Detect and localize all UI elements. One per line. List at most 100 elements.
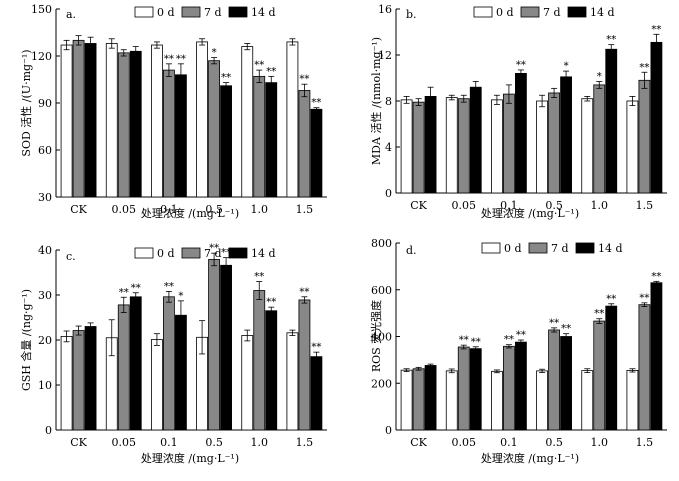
legend-swatch-0d — [481, 242, 501, 254]
y-axis-title: MDA 活性 /(nmol·mg⁻¹) — [369, 37, 383, 165]
bar-0d — [491, 99, 503, 194]
bar-7d — [208, 60, 220, 198]
bar-0d — [196, 41, 208, 198]
bar-0d — [626, 100, 639, 194]
y-tick-label: 30 — [38, 191, 52, 204]
y-axis-title: SOD 活性 /(U·mg⁻¹) — [19, 49, 33, 156]
significance-marker: ** — [561, 324, 571, 335]
significance-marker: ** — [254, 60, 264, 71]
x-tick-label: CK — [70, 203, 87, 216]
legend-swatch-7d — [528, 242, 548, 254]
bar-14d — [605, 305, 618, 431]
x-tick-label: 0.5 — [205, 436, 223, 449]
bar-14d — [515, 341, 527, 431]
bar-7d — [548, 329, 560, 431]
bar-0d — [60, 44, 73, 198]
bar-14d — [265, 82, 278, 198]
bar-0d — [626, 369, 639, 431]
bar-14d — [469, 86, 482, 194]
x-tick-label: CK — [70, 436, 87, 449]
x-tick-label: 0.5 — [205, 203, 223, 216]
legend-swatch-0d — [134, 6, 154, 18]
bar-0d — [445, 97, 458, 194]
bar-14d — [310, 108, 323, 198]
significance-marker: ** — [221, 248, 231, 259]
bar-14d — [220, 85, 232, 198]
significance-marker: ** — [516, 60, 526, 71]
significance-marker: ** — [651, 271, 661, 282]
x-tick-label: 1.0 — [591, 436, 609, 449]
significance-marker: ** — [504, 335, 514, 346]
bar-7d — [298, 299, 311, 431]
significance-marker: * — [597, 71, 602, 82]
x-tick-label: 0.1 — [160, 436, 178, 449]
bar-0d — [400, 369, 413, 431]
x-tick-label: CK — [410, 199, 427, 212]
significance-marker: ** — [221, 73, 231, 84]
bar-0d — [286, 41, 299, 198]
bar-14d — [175, 314, 187, 431]
bar-0d — [151, 44, 163, 198]
legend-label: 7 d — [204, 6, 222, 19]
x-tick-label: 1.5 — [636, 436, 654, 449]
bar-7d — [117, 52, 130, 198]
y-tick-label: 4 — [385, 141, 392, 154]
x-tick-label: 1.0 — [591, 199, 609, 212]
significance-marker: ** — [471, 337, 481, 348]
bar-7d — [117, 304, 130, 431]
legend-label: 7 d — [543, 6, 561, 19]
bar-0d — [491, 370, 503, 431]
significance-marker: ** — [459, 335, 469, 346]
bar-7d — [412, 368, 425, 431]
bar-7d — [298, 90, 311, 198]
y-tick-label: 8 — [385, 95, 392, 108]
bar-14d — [650, 282, 663, 431]
bar-14d — [469, 348, 482, 431]
legend: 0 d 7 d 14 d — [481, 242, 623, 255]
bar-14d — [129, 50, 142, 198]
bar-7d — [72, 39, 85, 198]
legend-label: 7 d — [551, 242, 569, 255]
y-tick-label: 120 — [31, 50, 52, 63]
legend-swatch-14d — [575, 242, 595, 254]
significance-marker: ** — [164, 281, 174, 292]
bar-7d — [503, 93, 515, 194]
bar-7d — [163, 296, 175, 431]
x-tick-label: 1.0 — [251, 203, 269, 216]
bar-7d — [638, 79, 651, 194]
legend: 0 d 7 d 14 d — [473, 6, 615, 19]
significance-marker: ** — [606, 35, 616, 46]
significance-marker: ** — [176, 54, 186, 65]
x-axis-title: 处理浓度 /(mg·L⁻¹) — [141, 206, 239, 220]
bar-14d — [515, 73, 527, 194]
bar-7d — [503, 345, 515, 431]
bar-7d — [72, 330, 85, 431]
significance-marker: ** — [164, 54, 174, 65]
x-tick-label: 0.1 — [160, 203, 178, 216]
bar-7d — [457, 98, 470, 194]
bar-0d — [445, 370, 458, 431]
x-tick-label: 1.0 — [251, 436, 269, 449]
bar-14d — [265, 310, 278, 431]
legend-label: 14 d — [598, 242, 623, 255]
significance-marker: ** — [131, 283, 141, 294]
significance-marker: * — [212, 48, 217, 59]
bar-0d — [536, 370, 548, 431]
x-tick-label: 0.05 — [112, 436, 137, 449]
bar-14d — [605, 48, 618, 194]
y-tick-label: 400 — [371, 331, 392, 344]
bar-7d — [253, 290, 266, 431]
bar-0d — [241, 46, 254, 198]
y-tick-label: 10 — [38, 379, 52, 392]
panel-label: d. — [406, 244, 417, 257]
legend-swatch-14d — [567, 6, 587, 18]
y-tick-label: 12 — [378, 49, 392, 62]
bar-7d — [548, 92, 560, 194]
y-tick-label: 0 — [385, 187, 392, 200]
significance-marker: ** — [651, 24, 661, 35]
bar-14d — [84, 326, 97, 431]
bar-14d — [424, 365, 437, 431]
significance-marker: ** — [311, 342, 321, 353]
x-tick-label: 0.05 — [452, 436, 477, 449]
